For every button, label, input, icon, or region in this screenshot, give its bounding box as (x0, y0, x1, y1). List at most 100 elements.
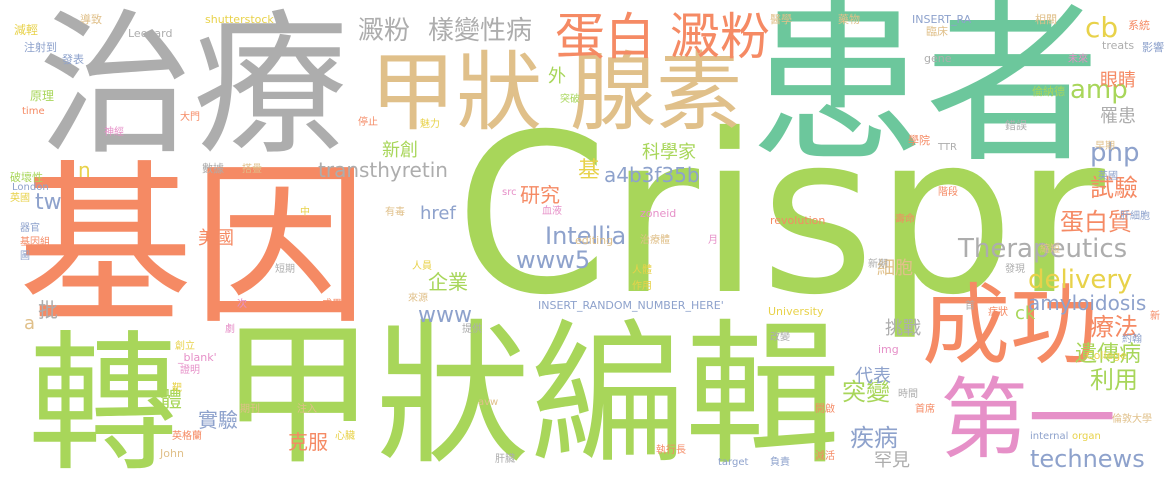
word-blank: _blank' (178, 351, 217, 364)
word-tiaozhan: 挑戰 (885, 318, 921, 339)
word-php: php (1090, 138, 1140, 168)
word-zhengming: 證明 (180, 365, 200, 376)
word-chuangli: 創立 (175, 341, 195, 352)
word-www: www (418, 303, 472, 328)
word-yuehan: 約翰 (1122, 334, 1142, 345)
word-jiazhuang-bianji: 甲狀編輯 (220, 305, 840, 482)
word-weilai: 未來 (1068, 54, 1088, 65)
word-time: time (22, 106, 45, 117)
word-insert-ra: INSERT_RA (912, 13, 972, 26)
word-yichuanbing: 遺傳病 (1075, 342, 1142, 367)
word-xinchuang: 新創 (382, 140, 418, 161)
word-dianfen-gray: 澱粉 (358, 16, 411, 46)
word-shutterstock: shutterstock (205, 13, 274, 26)
word-editing: editing (575, 234, 614, 247)
word-img: img (878, 343, 899, 356)
word-liaofa: 療法 (1090, 313, 1138, 341)
word-suoduan: 縮短 (1040, 244, 1060, 255)
word-tupo: 突破 (560, 94, 580, 105)
word-yingguo-yellow: 英國 (10, 193, 30, 204)
word-xiansu: 腺素 (570, 43, 742, 143)
word-amyloidosis: amyloidosis (1028, 291, 1147, 315)
word-delivery: delivery (1028, 265, 1133, 295)
word-jiyinzu: 基因組 (20, 237, 50, 248)
word-yaowu: 藥物 (838, 13, 860, 26)
word-amp: amp (1070, 75, 1128, 105)
word-jibing: 疾病 (850, 424, 898, 452)
word-faxian: 發現 (1005, 264, 1025, 275)
word-tingzhi: 停止 (358, 117, 378, 128)
word-tigong: 提供 (462, 324, 482, 335)
word-pi: 批 (38, 298, 58, 322)
word-jieduan: 階段 (938, 187, 958, 198)
word-zhuan: 轉 (28, 318, 179, 482)
word-xitong: 系統 (1128, 19, 1150, 32)
word-a: a (24, 313, 36, 334)
word-duanqi: 短期 (275, 264, 295, 275)
word-xiangguan: 相關 (1035, 13, 1057, 26)
word-damen: 大門 (180, 112, 200, 123)
word-xin: 新 (1150, 311, 1160, 322)
word-transthyretin: transthyretin (318, 158, 448, 182)
word-diyi: 第一 (940, 368, 1117, 471)
word-crispr: Crispr (455, 87, 1105, 343)
word-yinggelan: 英格蘭 (172, 431, 202, 442)
word-a4b3f35b: a4b3f35b (604, 163, 700, 187)
word-technews: technews (1030, 445, 1145, 473)
word-shouxi: 首席 (915, 404, 935, 415)
word-xinqi: 新期 (868, 259, 888, 270)
word-qiguan: 器官 (20, 223, 40, 234)
word-shijian: 時間 (898, 389, 918, 400)
word-zhuru: 注入 (297, 404, 317, 415)
word-xinzang: 心臟 (335, 431, 355, 442)
word-ck: ck (1015, 303, 1036, 324)
word-zhushedao: 注射到 (24, 41, 57, 54)
word-shenjing: 神經 (104, 127, 124, 138)
word-lihuan: 罹患 (1100, 106, 1136, 127)
word-lundundaxue: 倫敦大學 (1112, 414, 1152, 425)
word-intellia: Intellia (545, 222, 627, 250)
word-zuoyong: 作用 (632, 281, 652, 292)
word-fuze: 負責 (770, 457, 790, 468)
word-zhixingzhang: 執行長 (656, 445, 686, 456)
word-ci: 次 (237, 299, 247, 310)
word-youdu: 有毒 (385, 207, 405, 218)
word-qikan: 期刊 (240, 404, 260, 415)
word-n: n (78, 158, 91, 182)
word-lunnade: 倫納德 (1032, 85, 1065, 98)
word-revolution: revolution (770, 214, 826, 227)
word-london: London (12, 182, 49, 193)
word-zhong: 中 (300, 207, 310, 218)
word-kaiqi: 開啟 (815, 404, 835, 415)
word-tu: 圖 (20, 251, 30, 262)
word-ganxibao: 肝細胞 (1120, 211, 1150, 222)
word-ju: 劇 (225, 324, 235, 335)
word-daozhi: 導致 (80, 13, 102, 26)
word-ji: 基 (578, 158, 601, 183)
word-shouming: 壽命 (895, 214, 915, 225)
word-college: College (1086, 349, 1128, 362)
word-zhengzhuang: 症狀 (988, 307, 1008, 318)
word-linchuang: 臨床 (926, 25, 948, 38)
word-yingxiang: 影響 (1142, 41, 1164, 54)
word-pohuaixing: 破壞性 (10, 171, 43, 184)
word-gene: gene (924, 52, 952, 65)
word-xueye: 血液 (542, 206, 562, 217)
word-qiye: 企業 (428, 270, 468, 294)
word-yangbianxing: 樣變性病 (428, 16, 533, 46)
word-tw: tw (35, 190, 62, 215)
word-leonard: Leonard (128, 27, 173, 40)
word-jiyin: 基因 (18, 146, 368, 349)
word-dadie: 搭疊 (242, 164, 262, 175)
word-xueyuan: 學院 (908, 134, 930, 147)
word-href: href (420, 203, 456, 224)
word-cb: cb (1085, 11, 1119, 44)
word-zoneid: zoneid (640, 207, 677, 220)
word-shiyan-blue: 實驗 (198, 408, 238, 432)
word-avw: avw (478, 397, 499, 408)
word-insert-random-number: INSERT_RANDOM_NUMBER_HERE' (538, 299, 724, 312)
word-jianhuo: 減活 (815, 451, 835, 462)
word-danbai: 蛋白 (555, 8, 655, 66)
word-yuanli: 原理 (30, 89, 55, 103)
